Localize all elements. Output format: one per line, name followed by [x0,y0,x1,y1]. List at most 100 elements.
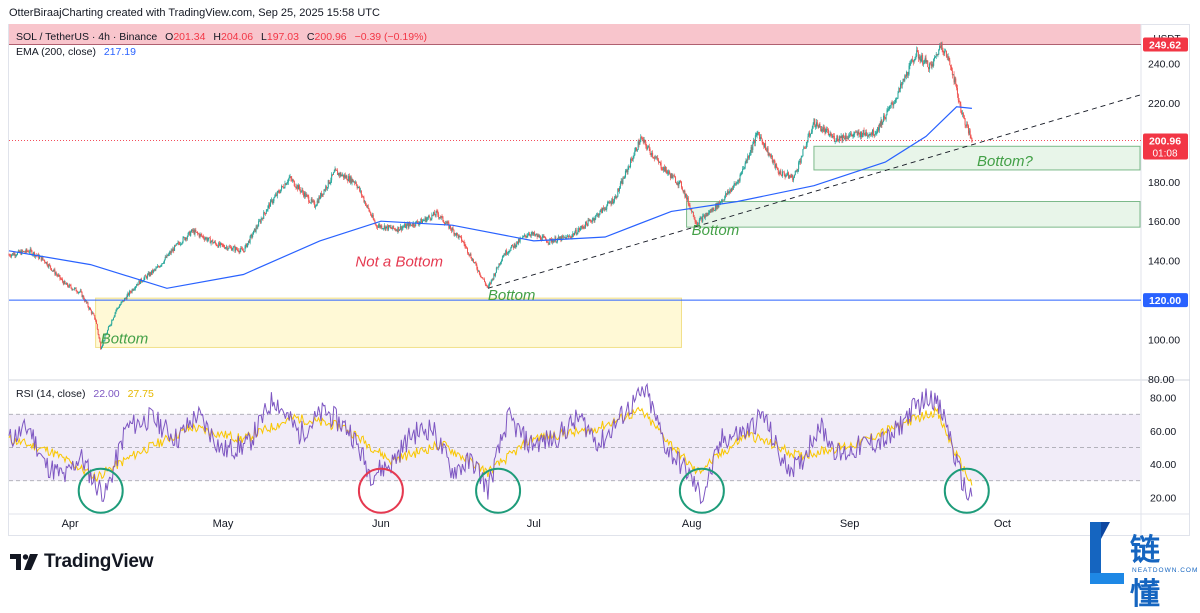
candle [770,153,772,160]
candle-body [432,214,434,216]
candle-body [157,266,159,268]
candle-body [971,138,973,143]
candle [21,249,23,256]
candle-body [124,298,126,300]
candle [104,333,106,342]
candle [675,175,677,184]
candle-body [111,320,113,325]
candle [54,267,56,276]
candle [658,158,660,165]
candle-body [726,191,728,195]
candle [10,253,12,258]
candle-body [646,145,648,149]
candle [740,172,742,177]
candle [733,181,735,188]
candle-body [405,224,407,228]
candle-body [390,226,392,229]
candle [814,118,816,128]
candle-body [675,182,677,184]
candle-body [803,147,805,150]
resistance-zone [9,24,1141,45]
candle-body [407,223,409,228]
candle-body [112,317,114,320]
candle-body [871,133,873,135]
candle-body [116,308,118,311]
candle [266,209,268,212]
candle [778,171,780,177]
candle-body [640,137,642,142]
candle [880,116,882,128]
candle [249,235,251,245]
candle-body [800,157,802,163]
candle [57,273,59,277]
candle [808,131,810,137]
candle-body [881,120,883,125]
candle [769,152,771,157]
candle-body [939,45,941,50]
candle-body [801,156,803,158]
candle-body [377,226,379,228]
candle [303,190,305,198]
candle [219,241,221,248]
candle [134,286,136,291]
time-tick: Sep [840,518,860,530]
candle [483,277,485,283]
candle [966,121,968,128]
ohlc-close: 200.96 [314,31,347,43]
candle-body [357,187,359,188]
candle [884,117,886,120]
candle [711,207,713,213]
candle-body [736,182,738,185]
candle [574,231,575,236]
candle-body [365,205,367,207]
candle-body [757,132,759,134]
candle-body [377,225,379,228]
time-tick: Jul [527,518,541,530]
candle-body [380,225,382,228]
candle-body [109,325,111,327]
tradingview-logo[interactable]: TradingView [10,551,154,573]
candle-body [106,330,108,334]
candle [495,272,497,278]
candle-body [876,132,878,134]
candle [538,233,540,238]
candle [564,234,566,239]
candle-body [830,133,832,136]
candle [894,99,896,104]
candle-body [454,233,456,235]
candle [53,268,55,272]
candle [120,301,122,306]
candle [957,93,959,104]
candle-body [828,134,830,136]
candle [369,209,371,213]
candle [242,246,244,251]
candle [353,180,355,183]
candle-body [95,320,97,324]
candle-body [944,51,946,54]
candle-body [177,242,179,244]
candle [721,198,723,204]
candle-body [953,74,955,83]
candle-body [843,134,845,138]
candle-body [426,218,428,222]
candle-body [114,312,116,316]
candle [578,226,580,233]
candle-body [857,131,859,136]
candle [398,226,400,233]
candle-body [337,170,339,175]
candle-body [96,323,98,330]
candle-body [486,285,488,287]
candle-body [561,235,563,241]
candle [496,267,498,269]
candle [247,240,249,246]
candle-body [199,234,201,237]
candle-body [516,241,518,246]
candle-body [112,319,114,321]
candle [224,245,226,250]
candle [847,135,849,141]
candle-body [466,246,468,248]
candle [155,266,157,272]
candle-body [743,167,745,169]
candle-body [643,139,645,143]
